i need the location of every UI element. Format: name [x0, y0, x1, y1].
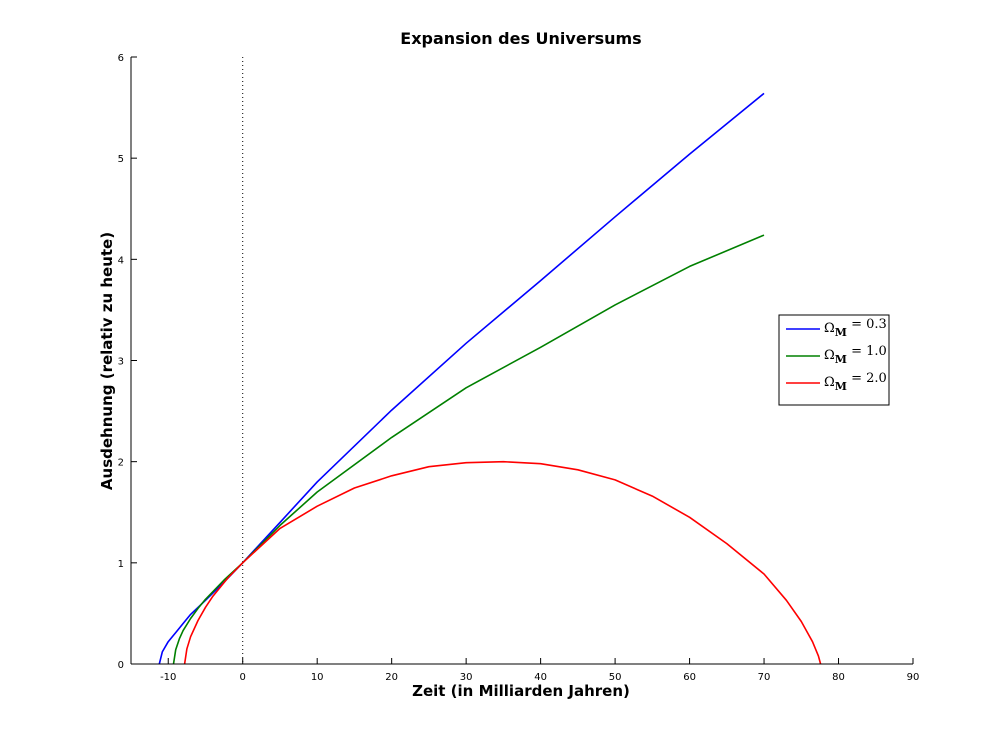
y-tick-label: 2	[118, 458, 124, 469]
legend-label-3: ΩM = 2.0	[824, 371, 887, 393]
x-tick-label: 0	[240, 672, 246, 683]
series-layer	[158, 92, 822, 665]
y-tick-label: 5	[118, 154, 124, 165]
y-tick-label: 4	[118, 255, 124, 266]
x-tick-label: 80	[832, 672, 845, 683]
x-tick-label: 40	[534, 672, 547, 683]
x-tick-label: -10	[160, 672, 176, 683]
axes-layer: -10 0 10 20 30 40 50 60 70 80 90 0 1 2 3 4 5 6	[118, 53, 920, 683]
x-tick-label: 10	[311, 672, 324, 683]
legend: ΩM = 0.3 ΩM = 1.0 ΩM = 2.0	[778, 314, 890, 406]
x-tick-label: 50	[609, 672, 622, 683]
x-axis-label: Zeit (in Milliarden Jahren)	[412, 682, 630, 700]
series-line-3	[183, 460, 822, 665]
legend-label-2: ΩM = 1.0	[824, 344, 887, 366]
x-tick-label: 20	[385, 672, 398, 683]
y-tick-label: 1	[118, 559, 124, 570]
x-tick-label: 70	[758, 672, 771, 683]
y-tick-label: 3	[118, 357, 124, 368]
x-tick-label: 90	[907, 672, 920, 683]
chart-title: Expansion des Universums	[400, 29, 641, 48]
legend-label-1: ΩM = 0.3	[824, 317, 887, 339]
legend-box	[778, 314, 890, 406]
y-axis-label: Ausdehnung (relativ zu heute)	[98, 232, 116, 490]
y-tick-label: 0	[118, 660, 124, 671]
x-tick-label: 60	[683, 672, 696, 683]
x-tick-label: 30	[460, 672, 473, 683]
y-tick-label: 6	[118, 53, 124, 64]
